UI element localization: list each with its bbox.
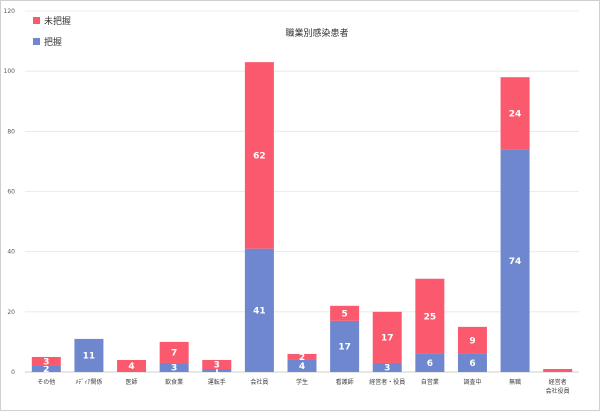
y-tick-label: 60 — [7, 189, 15, 196]
y-axis: 0 20 40 60 80 100 120 — [4, 8, 16, 376]
data-label: 17 — [338, 343, 351, 353]
bar-segment-unknown — [457, 326, 487, 354]
x-axis: その他 ﾒﾃﾞｨｱ関係 医師 飲食業 運転手 会社員 学生 看護師 経営者・役員 自営業 調査中 無職… — [37, 378, 569, 395]
chart-title: 職業別感染患者 — [285, 27, 348, 39]
data-label: 3 — [43, 358, 49, 368]
data-label: 2 — [299, 353, 305, 363]
data-label: 6 — [427, 359, 433, 369]
bar-segment-unknown — [372, 311, 402, 363]
y-tick-label: 120 — [4, 8, 16, 15]
x-tick-label: 経営者会社役員 — [546, 378, 570, 395]
bar-segment-known — [31, 365, 61, 372]
y-tick-label: 40 — [7, 249, 15, 256]
x-tick-label: 無職 — [509, 378, 521, 386]
legend-label-known: 把握 — [44, 36, 62, 48]
x-tick-label: 調査中 — [463, 378, 481, 386]
x-tick-label: 自営業 — [421, 378, 439, 386]
data-label: 74 — [509, 257, 522, 267]
x-tick-label: 医師 — [126, 378, 138, 386]
bar-segment-known — [415, 353, 445, 372]
bar-segment-unknown — [117, 359, 147, 372]
data-label: 3 — [214, 361, 220, 371]
bar-segment-known — [202, 368, 232, 372]
bar-segment-unknown — [500, 77, 530, 150]
x-tick-label: その他 — [37, 378, 55, 386]
data-label: 62 — [253, 152, 266, 162]
gridlines — [25, 10, 579, 373]
bar-segment-unknown — [330, 305, 360, 321]
bar-segment-known — [457, 353, 487, 372]
x-tick-label: 看護師 — [336, 378, 354, 386]
data-label: 17 — [381, 334, 394, 344]
bar-segment-unknown — [287, 353, 317, 360]
data-label: 24 — [509, 109, 522, 119]
bar-segment-unknown — [244, 62, 274, 249]
data-label: 6 — [469, 359, 475, 369]
y-tick-label: 0 — [11, 369, 15, 376]
bar-segment-unknown — [415, 278, 445, 354]
y-tick-label: 20 — [7, 309, 15, 316]
data-label: 41 — [253, 307, 266, 317]
data-label: 4 — [299, 362, 305, 372]
bar-segment-unknown — [31, 356, 61, 366]
legend-label-unknown: 未把握 — [44, 15, 71, 27]
x-tick-label: 学生 — [296, 378, 308, 386]
x-tick-label: 飲食業 — [165, 378, 183, 386]
bar-segment-known — [244, 248, 274, 372]
legend: 未把握 把握 — [33, 15, 71, 48]
data-label: 11 — [83, 352, 96, 362]
bar-segment-known — [500, 149, 530, 372]
data-label: 1 — [214, 367, 220, 377]
bar-segment-known — [372, 362, 402, 372]
x-tick-label: 会社員 — [250, 378, 268, 386]
y-tick-label: 100 — [4, 68, 16, 75]
data-label: 3 — [171, 364, 177, 374]
bar-segment-known — [74, 338, 104, 372]
data-label: 2 — [43, 365, 49, 375]
y-tick-label: 80 — [7, 128, 15, 135]
x-tick-label: 運転手 — [208, 378, 226, 386]
legend-swatch-unknown — [33, 17, 40, 24]
data-label: 5 — [341, 310, 347, 320]
bar-segment-unknown — [202, 359, 232, 369]
x-tick-label: 経営者・役員 — [369, 378, 405, 386]
x-tick-label: ﾒﾃﾞｨｱ関係 — [75, 378, 102, 386]
bar-segment-known — [159, 362, 189, 372]
data-label: 4 — [128, 362, 134, 372]
bar-segment-unknown — [543, 368, 573, 372]
data-label: 25 — [424, 313, 437, 323]
bar-segment-known — [287, 359, 317, 372]
legend-swatch-known — [33, 38, 40, 45]
data-label: 3 — [384, 364, 390, 374]
bar-segment-unknown — [159, 341, 189, 363]
data-label: 7 — [171, 349, 177, 359]
data-label: 9 — [469, 337, 475, 347]
bar-segment-known — [330, 320, 360, 372]
